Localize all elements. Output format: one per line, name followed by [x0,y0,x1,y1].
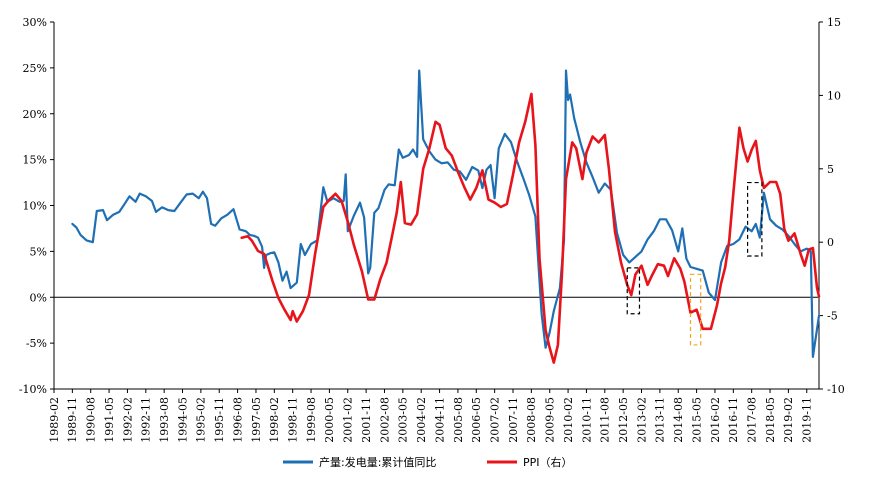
right-tick-label: 10 [827,89,841,102]
left-tick-label: 30% [23,16,47,29]
x-tick-label: 1993-08 [158,397,171,443]
x-tick-label: 2012-05 [617,397,630,443]
left-tick-label: 10% [23,200,47,213]
ppi-line [240,92,821,364]
x-tick-label: 1989-02 [48,397,61,443]
x-tick-label: 2006-05 [470,397,483,443]
x-tick-label: 2003-05 [397,397,410,443]
left-tick-label: 20% [23,108,47,121]
power-generation-yoy-line [71,69,821,358]
x-tick-label: 2018-05 [764,397,777,443]
x-tick-label: 2011-08 [599,397,612,443]
x-tick-label: 2017-08 [746,397,759,443]
right-tick-label: -5 [827,310,838,323]
x-tick-label: 2008-08 [525,397,538,443]
x-tick-label: 2016-11 [727,397,740,443]
x-tick-label: 2001-11 [360,397,373,443]
x-tick-label: 2019-02 [782,397,795,443]
x-tick-label: 1992-02 [121,397,134,443]
x-tick-label: 2001-02 [342,397,355,443]
right-tick-label: 5 [827,163,834,176]
x-tick-label: 1998-11 [287,397,300,443]
x-tick-label: 2004-02 [415,397,428,443]
x-tick-label: 2016-02 [709,397,722,443]
x-tick-label: 2010-11 [580,397,593,443]
x-tick-label: 2002-08 [378,397,391,443]
box-2012-dashed-box [626,267,641,315]
x-tick-label: 2009-05 [544,397,557,443]
x-tick-label: 2007-11 [507,397,520,443]
x-tick-label: 1990-08 [85,397,98,443]
left-tick-label: 0% [30,291,47,304]
x-tick-label: 2013-11 [654,397,667,443]
x-tick-label: 1989-11 [66,397,79,443]
left-tick-label: -10% [19,383,47,396]
plot-frame [53,22,820,390]
x-tick-label: 2005-08 [452,397,465,443]
x-tick-label: 1999-08 [305,397,318,443]
x-tick-label: 2013-02 [635,397,648,443]
right-tick-label: 0 [827,236,834,249]
x-tick-label: 2014-08 [672,397,685,443]
left-y-axis: 30% 25% 20% 15% 10% 5% 0% -5% -10% [19,16,54,396]
x-tick-label: 1995-02 [195,397,208,443]
right-y-axis: 15 10 5 0 -5 -10 [819,16,845,396]
x-tick-label: 2015-05 [690,397,703,443]
box-2017-dashed-box [746,181,763,257]
x-tick-label: 1992-11 [140,397,153,443]
x-tick-label: 1994-05 [176,397,189,443]
legend-label: 产量:发电量:累计值同比 [319,455,436,469]
series-layer [71,69,821,364]
right-tick-label: 15 [827,16,841,29]
x-tick-label: 2000-05 [323,397,336,443]
x-tick-label: 1997-05 [250,397,263,443]
x-tick-label: 1998-02 [268,397,281,443]
left-tick-label: 25% [23,62,47,75]
x-tick-label: 2019-11 [801,397,814,443]
x-axis: 1989-02 1989-11 1990-08 1991-05 1992-02 1992-… [48,389,814,443]
x-tick-label: 1995-11 [213,397,226,443]
x-tick-label: 2010-02 [562,397,575,443]
left-tick-label: 15% [23,154,47,167]
x-tick-label: 2007-02 [488,397,501,443]
left-tick-label: -5% [26,337,47,350]
left-tick-label: 5% [30,245,47,258]
legend-label: PPI（右） [523,455,573,469]
x-tick-label: 2004-11 [433,397,446,443]
x-tick-label: 1996-08 [231,397,244,443]
box-2014-dashed-box [689,273,702,346]
legend: 产量:发电量:累计值同比 PPI（右） [283,455,573,469]
annotation-layer [626,181,763,346]
right-tick-label: -10 [827,383,845,396]
x-tick-label: 1991-05 [103,397,116,443]
